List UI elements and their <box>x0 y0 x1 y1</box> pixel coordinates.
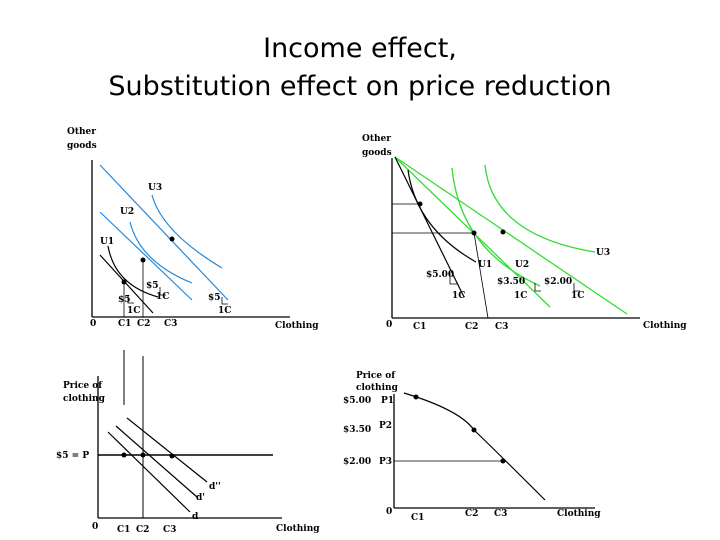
bl-demand-d-prime <box>115 425 198 498</box>
tl-qty-1: 1C <box>127 306 140 316</box>
br-price-name-1: P1 <box>381 396 394 406</box>
bl-label-d-prime: d' <box>196 493 205 503</box>
bl-label-d-double-prime: d'' <box>209 482 221 492</box>
tr-drop-2 <box>473 232 489 319</box>
br-tick-C2: C2 <box>465 509 478 519</box>
bl-point-3 <box>169 453 175 459</box>
br-demand-curve <box>403 392 546 501</box>
tr-tick-C3: C3 <box>495 322 508 332</box>
tr-bracket-3 <box>573 283 580 292</box>
br-y-label-1: Price of <box>356 371 396 381</box>
bl-price-label: $5 = P <box>56 451 89 461</box>
tr-origin: 0 <box>386 320 392 330</box>
bl-x-label: Clothing <box>276 524 320 534</box>
title-line-1: Income effect, <box>263 33 457 64</box>
tr-qty-2: 1C <box>514 291 527 301</box>
tl-indiff-U1 <box>107 245 159 298</box>
br-point-2 <box>471 427 477 433</box>
tr-bracket-1 <box>449 272 458 285</box>
tl-bracket-3 <box>221 297 228 305</box>
bl-y-label-2: clothing <box>63 394 106 404</box>
tl-tick-C1: C1 <box>118 319 131 329</box>
bl-point-1 <box>121 452 127 458</box>
panel-top-right: Other goods 0 Clothing <box>362 134 687 332</box>
tl-budget-3: $5 <box>208 293 221 303</box>
br-price-name-3: P3 <box>379 457 392 467</box>
tr-indiff-U2 <box>451 167 541 287</box>
br-price-1: $5.00 <box>343 396 371 406</box>
br-tick-C3: C3 <box>494 509 507 519</box>
br-tick-C1: C1 <box>411 513 424 523</box>
tr-budget-3: $2.00 <box>544 277 572 287</box>
tl-budget-line-1 <box>99 254 154 314</box>
tr-label-U3: U3 <box>596 248 610 258</box>
tr-budget-1: $5.00 <box>426 270 454 280</box>
tl-bracket-2 <box>159 287 166 296</box>
tl-budget-2: $5 <box>146 281 159 291</box>
tr-x-label: Clothing <box>643 321 687 331</box>
bl-point-2 <box>140 452 146 458</box>
tl-label-U2: U2 <box>120 207 134 217</box>
tl-tick-C3: C3 <box>164 319 177 329</box>
tr-budget-line-1 <box>394 156 465 298</box>
tl-indiff-U3 <box>151 194 223 269</box>
bl-tick-C3: C3 <box>163 525 176 535</box>
br-price-name-2: P2 <box>379 421 392 431</box>
panel-bottom-left: Price of clothing 0 Clothing $5 = P d d'… <box>56 350 320 535</box>
slide-title: Income effect, Substitution effect on pr… <box>0 30 720 106</box>
tl-tick-C2: C2 <box>137 319 150 329</box>
tl-budget-line-2 <box>99 211 193 301</box>
br-point-3 <box>500 458 506 464</box>
bl-label-d: d <box>192 512 199 522</box>
tr-qty-3: 1C <box>571 291 584 301</box>
panel-top-left: Other goods 0 Clothing U1 U2 <box>67 127 319 331</box>
tr-point-2 <box>471 230 477 236</box>
tr-point-3 <box>500 229 506 235</box>
tr-tick-C1: C1 <box>413 322 426 332</box>
br-point-1 <box>413 394 419 400</box>
br-origin: 0 <box>386 507 392 517</box>
tl-indiff-U2 <box>129 221 193 284</box>
tl-y-label-1: Other <box>67 127 96 137</box>
tl-budget-line-3 <box>99 164 229 301</box>
br-price-3: $2.00 <box>343 457 371 467</box>
bl-demand-d <box>107 431 191 513</box>
tr-y-label-2: goods <box>362 148 392 158</box>
br-x-label: Clothing <box>557 509 601 519</box>
tl-y-label-2: goods <box>67 141 97 151</box>
tl-qty-3: 1C <box>218 306 231 316</box>
tl-label-U1: U1 <box>100 237 114 247</box>
tl-origin: 0 <box>90 319 96 329</box>
tl-point-3 <box>169 236 175 242</box>
tr-label-U1: U1 <box>478 260 492 270</box>
tr-budget-2: $3.50 <box>497 277 525 287</box>
tr-tick-C2: C2 <box>465 322 478 332</box>
tr-indiff-U1 <box>407 169 477 263</box>
tl-budget-1: $5 <box>118 295 131 305</box>
tr-budget-line-3 <box>394 156 628 315</box>
tr-qty-1: 1C <box>452 291 465 301</box>
tr-point-1 <box>417 201 423 207</box>
tl-x-label: Clothing <box>275 321 319 331</box>
bl-demand-d-double-prime <box>126 417 208 483</box>
tr-y-label-1: Other <box>362 134 391 144</box>
tr-label-U2: U2 <box>515 260 529 270</box>
tr-indiff-U3 <box>484 164 596 253</box>
tl-bracket-1 <box>127 296 134 304</box>
title-line-2: Substitution effect on price reduction <box>108 71 612 102</box>
br-price-2: $3.50 <box>343 425 371 435</box>
tl-label-U3: U3 <box>148 183 162 193</box>
bl-tick-C1: C1 <box>117 525 130 535</box>
br-y-label-2: clothing <box>356 383 399 393</box>
bl-tick-C2: C2 <box>136 525 149 535</box>
tl-qty-2: 1C <box>156 292 169 302</box>
bl-origin: 0 <box>92 522 98 532</box>
tr-bracket-2 <box>534 283 541 292</box>
bl-y-label-1: Price of <box>63 381 103 391</box>
panel-bottom-right: Price of clothing 0 Clothing $5.00 P1 $3… <box>343 371 601 523</box>
